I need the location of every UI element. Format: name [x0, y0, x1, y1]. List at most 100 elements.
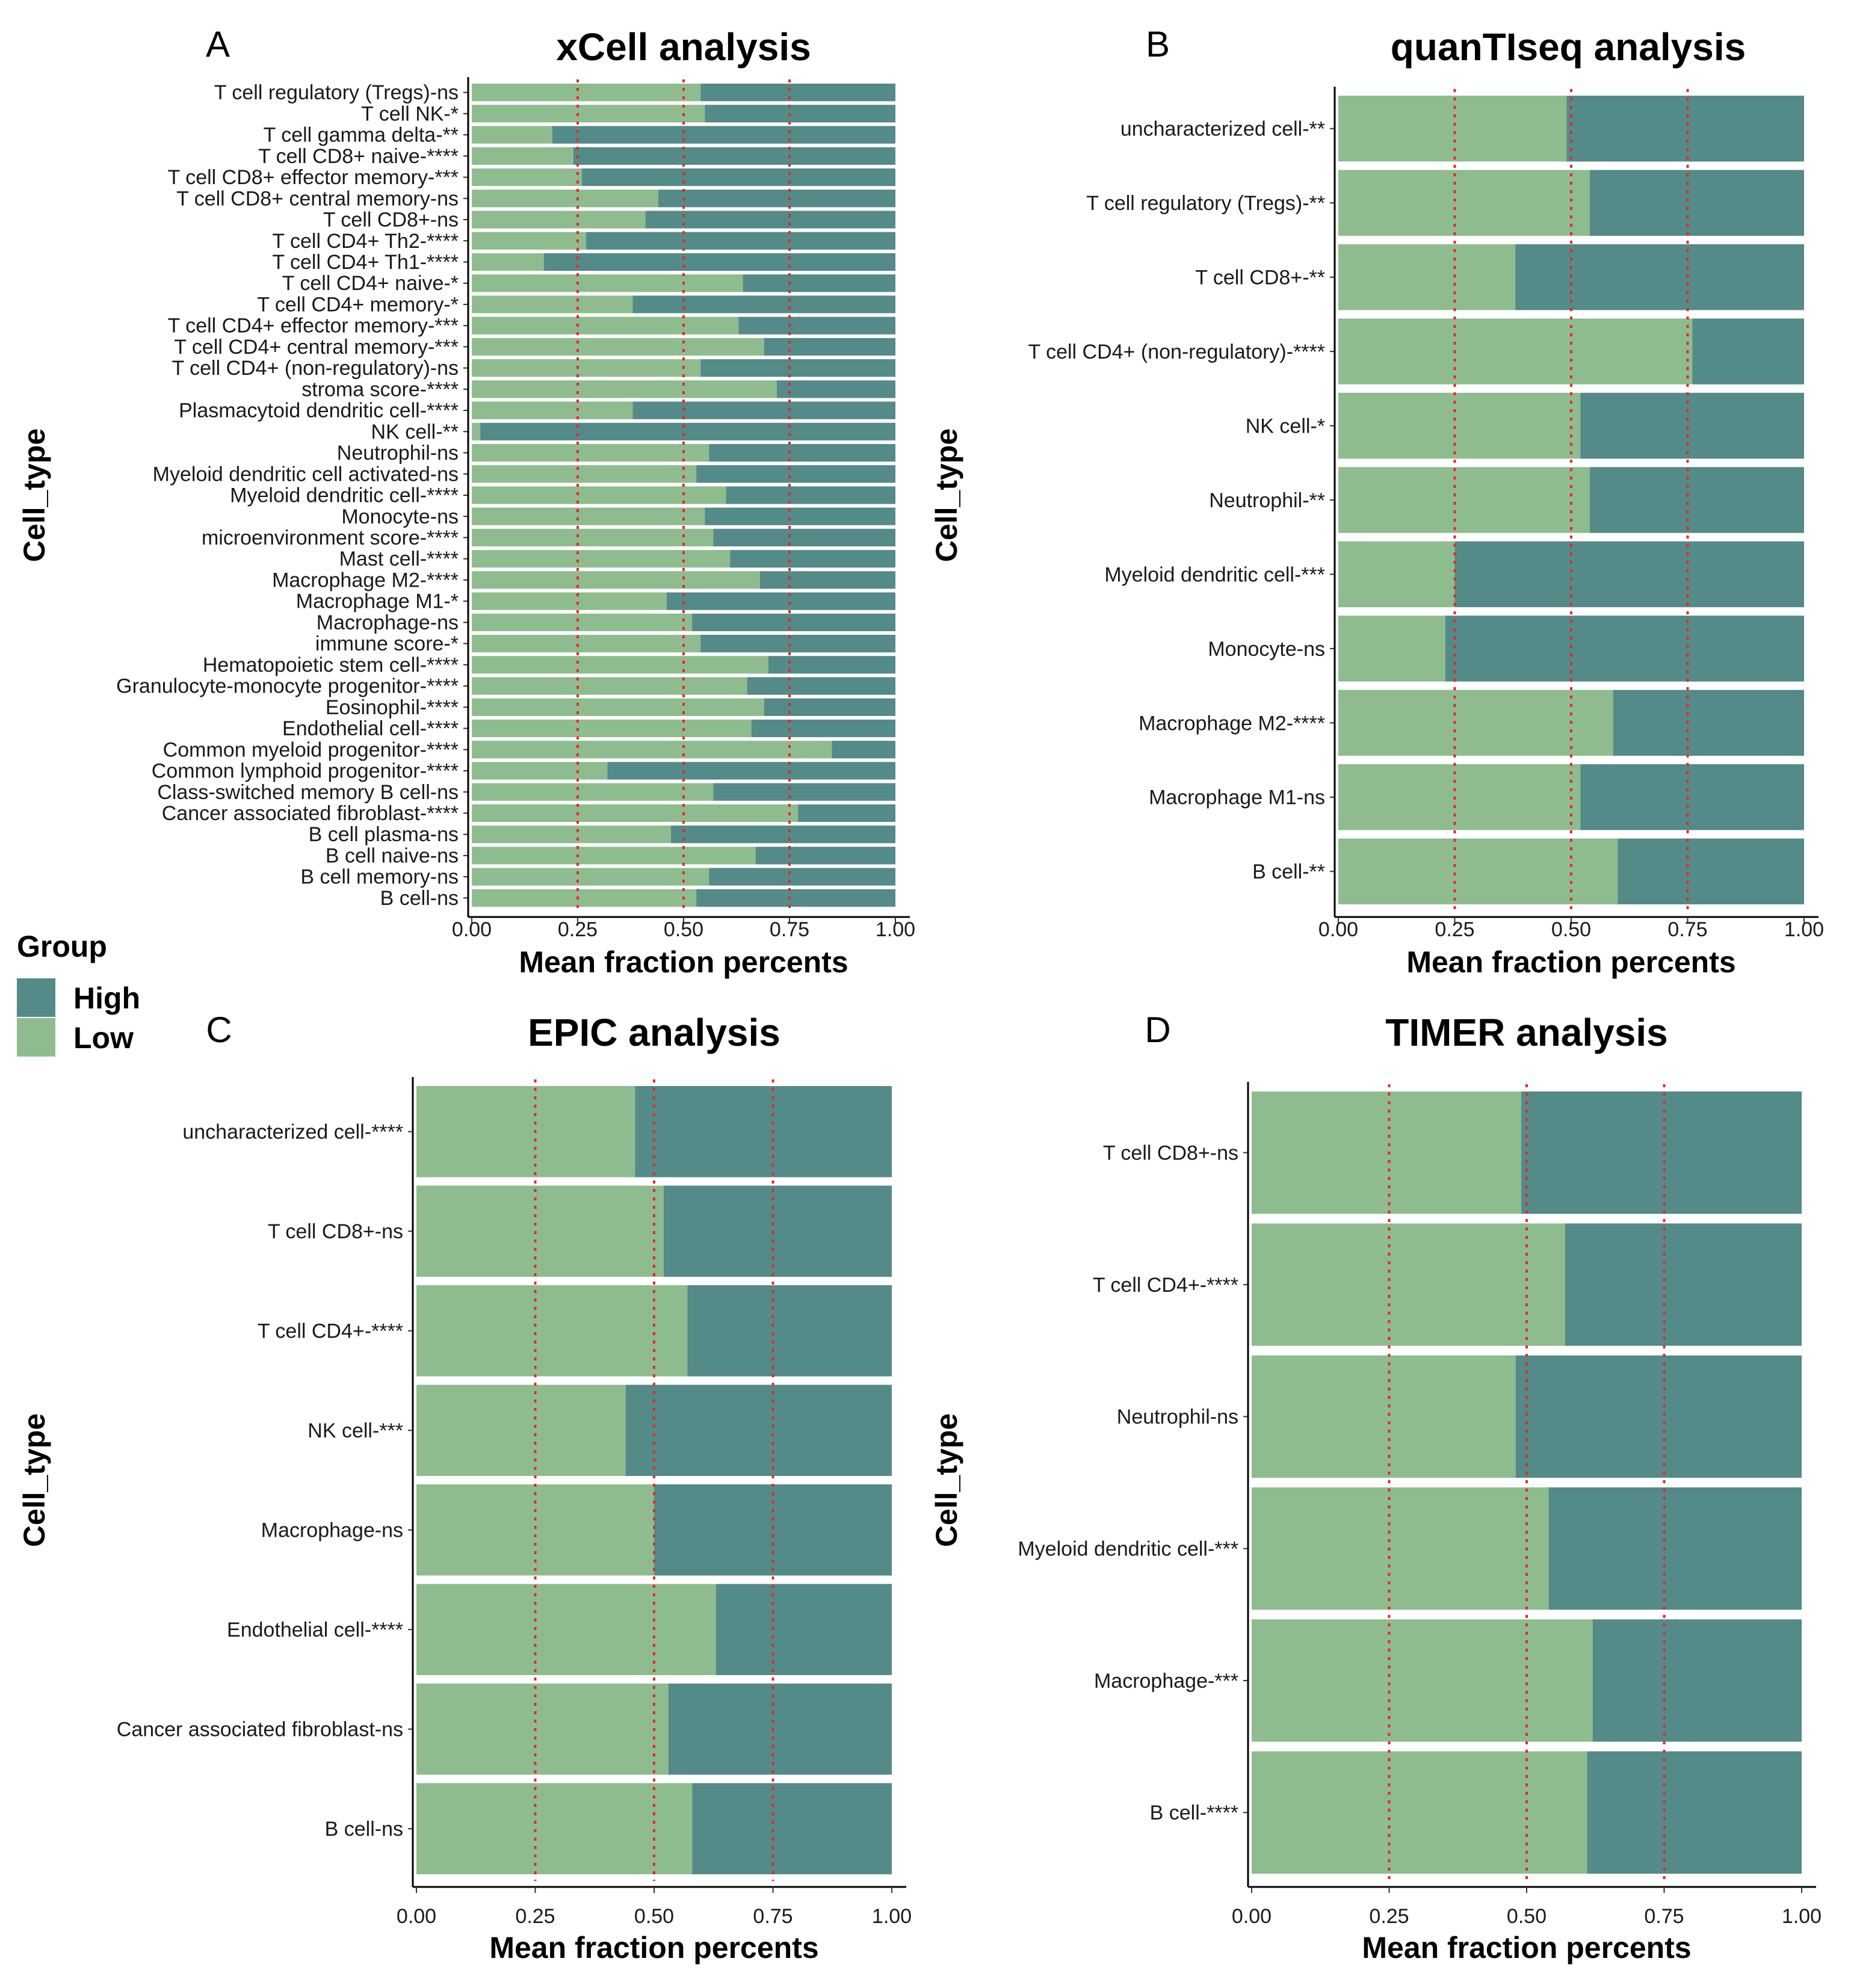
bar-high [738, 316, 895, 335]
bar-high [1613, 690, 1804, 756]
category-label: Hematopoietic stem cell-**** [203, 653, 459, 676]
category-label: Neutrophil-ns [337, 442, 459, 465]
category-label: immune score-* [315, 632, 459, 655]
y-axis-label: Cell_type [17, 428, 51, 562]
x-tick-label: 0.00 [397, 1905, 436, 1928]
bar-high [832, 741, 895, 759]
bar-high [705, 105, 895, 123]
bar-high [1445, 616, 1804, 682]
category-label: T cell CD8+-ns [1103, 1142, 1238, 1165]
bar-low [1338, 690, 1613, 756]
bar-low [472, 147, 573, 165]
bar-low [472, 105, 705, 123]
category-label: T cell CD8+-** [1195, 267, 1325, 289]
bar-high [700, 84, 895, 102]
bar-high [1692, 318, 1804, 384]
bar-high [625, 1384, 892, 1476]
bar-high [764, 338, 895, 356]
y-axis-label: Cell_type [930, 1413, 963, 1547]
category-label: Neutrophil-** [1209, 489, 1325, 512]
bar-low [472, 889, 697, 907]
bar-low [472, 741, 832, 759]
bar-low [472, 677, 747, 695]
bar-low [472, 571, 760, 589]
bar-low [472, 190, 658, 208]
bar-low [472, 528, 714, 547]
bar-low [1338, 616, 1446, 682]
bar-low [1252, 1619, 1593, 1742]
bar-low [416, 1185, 664, 1277]
x-axis-label: Mean fraction percents [1406, 945, 1735, 979]
category-label: T cell CD4+ central memory-*** [174, 336, 459, 359]
category-label: NK cell-** [371, 421, 459, 443]
chart-title: xCell analysis [556, 25, 811, 69]
y-axis-label: Cell_type [930, 428, 963, 562]
category-label: Myeloid dendritic cell-**** [230, 484, 459, 507]
category-label: T cell CD4+ Th1-**** [272, 251, 459, 274]
bar-low [1338, 392, 1581, 459]
x-axis-label: Mean fraction percents [489, 1931, 818, 1965]
y-axis-label: Cell_type [17, 1413, 51, 1547]
bar-high [586, 232, 895, 250]
bar-high [1515, 244, 1804, 310]
bar-low [472, 847, 756, 865]
bar-high [709, 868, 895, 886]
bar-low [416, 1285, 688, 1377]
bar-low [472, 698, 764, 716]
category-label: B cell-** [1252, 860, 1325, 883]
x-tick-label: 1.00 [876, 918, 915, 941]
category-label: Eosinophil-**** [326, 696, 459, 719]
bar-low [1252, 1091, 1521, 1214]
category-label: uncharacterized cell-** [1120, 118, 1325, 141]
bar-high [705, 507, 895, 525]
bar-high [730, 550, 895, 568]
category-label: T cell CD4+-**** [258, 1320, 403, 1343]
bar-high [747, 677, 895, 695]
bar-high [1515, 1355, 1802, 1478]
bar-high [713, 528, 895, 547]
bar-low [1252, 1355, 1516, 1478]
bar-low [472, 486, 726, 504]
bar-high [1587, 1751, 1802, 1874]
bar-high [715, 1584, 892, 1675]
bar-high [663, 1185, 892, 1277]
category-label: Cancer associated fibroblast-ns [117, 1718, 403, 1741]
category-label: B cell plasma-ns [309, 823, 459, 846]
category-label: Macrophage-ns [317, 611, 459, 634]
bar-high [687, 1285, 892, 1377]
category-label: Cancer associated fibroblast-**** [162, 802, 459, 825]
bar-high [632, 401, 895, 419]
bar-high [658, 190, 895, 208]
category-label: microenvironment score-**** [202, 526, 459, 549]
bar-high [1521, 1091, 1802, 1214]
bar-low [1338, 96, 1567, 162]
bar-low [1338, 318, 1693, 384]
bar-high [632, 295, 895, 313]
x-tick-label: 0.75 [770, 918, 809, 941]
panel-d: D TIMER analysis T cell CD8+-ns T cell CD4+… [930, 1010, 1822, 1965]
category-label: T cell CD8+ naive-**** [258, 145, 459, 168]
bar-low [1338, 467, 1590, 533]
category-label: stroma score-**** [301, 378, 459, 401]
bar-low [472, 338, 764, 356]
category-label: Endothelial cell-**** [227, 1619, 403, 1641]
bar-high [1592, 1619, 1802, 1742]
bar-low [1338, 170, 1590, 236]
bar-low [472, 380, 777, 398]
category-label: Plasmacytoid dendritic cell-**** [179, 400, 459, 422]
bar-low [472, 592, 667, 610]
bar-high [1589, 467, 1804, 533]
bar-low [472, 868, 709, 886]
category-label: T cell CD4+ (non-regulatory)-ns [172, 357, 459, 380]
x-tick-label: 0.25 [558, 918, 598, 941]
category-label: T cell CD4+ memory-* [257, 293, 459, 316]
category-label: Macrophage-*** [1094, 1670, 1238, 1693]
bar-high [768, 656, 895, 674]
bar-low [472, 826, 671, 844]
bar-low [472, 168, 582, 187]
category-label: T cell regulatory (Tregs)-ns [214, 81, 459, 104]
bar-low [1252, 1487, 1549, 1610]
bar-low [1252, 1223, 1565, 1346]
category-label: Endothelial cell-**** [282, 717, 459, 740]
